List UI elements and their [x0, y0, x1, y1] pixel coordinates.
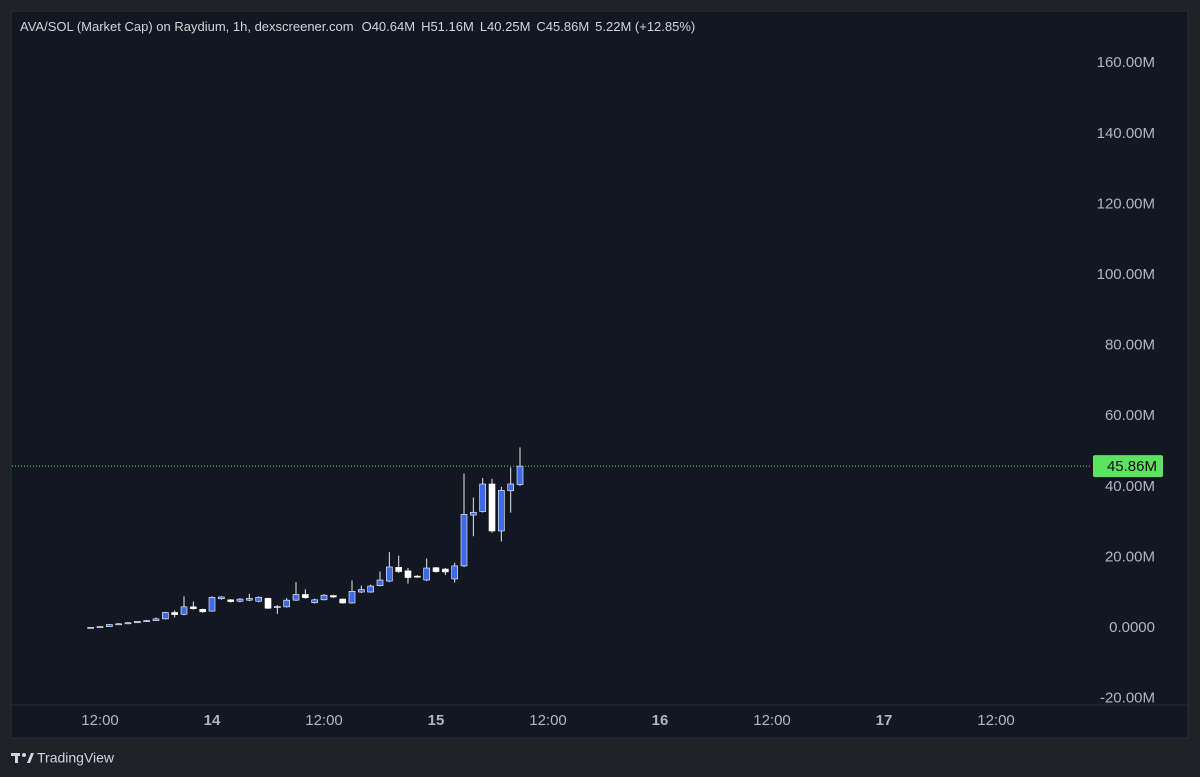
candle-body: [320, 594, 328, 601]
y-tick-label: 120.00M: [1097, 195, 1155, 212]
y-tick-label: 80.00M: [1105, 337, 1155, 354]
candle-body: [358, 589, 365, 593]
x-tick-label: 12:00: [753, 712, 791, 729]
y-tick-label: -20.00M: [1100, 690, 1155, 707]
candle-body: [451, 565, 458, 580]
y-tick-label: 60.00M: [1105, 407, 1155, 424]
candle-body: [470, 511, 477, 516]
x-tick-label: 12:00: [81, 712, 119, 729]
x-tick-label: 12:00: [529, 712, 567, 729]
candle-body: [395, 567, 402, 572]
candle-body: [488, 483, 496, 532]
candle-body: [227, 599, 234, 602]
candle-body: [143, 620, 150, 622]
candle-body: [302, 594, 309, 598]
legend-change: 5.22M (+12.85%): [595, 19, 695, 34]
candle-body: [87, 627, 94, 629]
candle-body: [283, 599, 290, 608]
candle-body: [460, 514, 468, 567]
candle-body: [376, 579, 384, 586]
x-tick-label: 17: [876, 712, 893, 729]
y-tick-label: 140.00M: [1097, 125, 1155, 142]
candle-body: [208, 597, 216, 612]
y-tick-label: 160.00M: [1097, 54, 1155, 71]
candle-body: [236, 598, 244, 602]
candle-body: [367, 585, 374, 593]
candle-body: [414, 575, 421, 578]
candle-body: [507, 483, 514, 492]
candle-body: [180, 606, 188, 615]
candle-body: [199, 609, 206, 613]
candle-body: [115, 623, 122, 626]
y-tick-label: 0.0000: [1109, 619, 1155, 636]
last-price-box: [1093, 455, 1163, 478]
x-tick-label: 12:00: [305, 712, 343, 729]
legend-open: O40.64M: [362, 19, 415, 34]
y-tick-label: 40.00M: [1105, 478, 1155, 495]
candle-body: [264, 598, 272, 609]
legend: AVA/SOL (Market Cap) on Raydium, 1h, dex…: [20, 19, 695, 34]
legend-low: L40.25M: [480, 19, 531, 34]
brand-logo: [11, 753, 34, 763]
candle-body: [218, 596, 225, 600]
candle-body: [274, 606, 281, 608]
x-tick-label: 16: [652, 712, 669, 729]
candle-body: [124, 622, 132, 625]
candle-body: [96, 626, 104, 628]
candle-body: [292, 594, 300, 601]
legend-title: AVA/SOL (Market Cap) on Raydium, 1h, dex…: [20, 19, 354, 34]
y-tick-label: 20.00M: [1105, 548, 1155, 565]
candle-body: [171, 612, 178, 615]
candle-body: [442, 568, 449, 573]
candle-body: [190, 606, 197, 609]
candle-body: [432, 567, 440, 572]
candle-body: [255, 597, 262, 602]
y-tick-label: 100.00M: [1097, 266, 1155, 283]
legend-high: H51.16M: [421, 19, 474, 34]
candle-body: [348, 591, 356, 604]
last-price-label: 45.86M: [1107, 458, 1157, 475]
x-tick-label: 15: [428, 712, 445, 729]
x-tick-label: 14: [204, 712, 221, 729]
candle-body: [386, 566, 393, 582]
candle-body: [479, 483, 486, 512]
legend-close: C45.86M: [536, 19, 589, 34]
candle-body: [162, 612, 169, 620]
candle-body: [516, 465, 524, 485]
candle-body: [330, 595, 337, 598]
chart-panel: [10, 10, 1189, 739]
candle-body: [246, 598, 253, 601]
candle-body: [404, 570, 412, 578]
candle-body: [134, 621, 141, 624]
brand: TradingView: [37, 750, 115, 766]
candle-body: [339, 598, 346, 604]
candle-body: [106, 624, 113, 627]
x-tick-label: 12:00: [977, 712, 1015, 729]
candle-body: [423, 567, 430, 581]
candle-body: [152, 618, 160, 621]
candle-body: [498, 490, 505, 532]
candle-body: [311, 599, 318, 603]
